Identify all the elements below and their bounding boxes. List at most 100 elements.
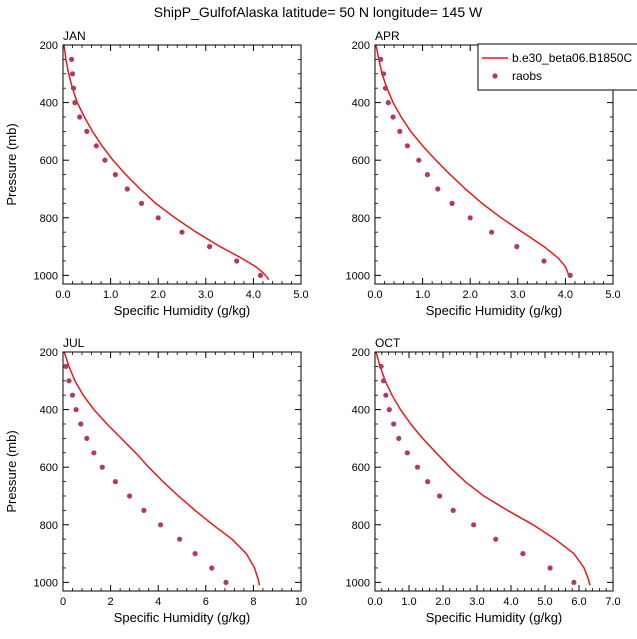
- y-tick-label: 1000: [34, 577, 58, 589]
- x-tick-label: 4: [155, 596, 161, 608]
- x-axis-label: Specific Humidity (g/kg): [114, 303, 251, 318]
- obs-point: [223, 579, 229, 586]
- x-tick-label: 2.0: [435, 596, 450, 608]
- x-axis-label: Specific Humidity (g/kg): [114, 610, 251, 625]
- obs-point: [158, 522, 164, 528]
- obs-point: [84, 128, 90, 134]
- obs-point: [72, 100, 78, 106]
- obs-point: [380, 378, 387, 384]
- y-tick-label: 400: [352, 405, 370, 417]
- x-tick-label: 1.0: [103, 289, 118, 301]
- obs-point: [471, 522, 477, 528]
- obs-point: [69, 56, 75, 63]
- x-tick-label: 8: [250, 596, 256, 608]
- legend-model-label: b.e30_beta06.B1850C: [512, 51, 632, 65]
- obs-point: [437, 493, 443, 499]
- obs-point: [69, 71, 76, 77]
- obs-point: [69, 392, 76, 398]
- x-tick-label: 0.0: [55, 289, 70, 301]
- legend-obs-label: raobs: [512, 69, 542, 83]
- model-line: [375, 352, 591, 586]
- x-tick-label: 2: [108, 596, 114, 608]
- obs-point: [257, 272, 264, 278]
- x-tick-label: 6.0: [571, 596, 586, 608]
- y-tick-label: 1000: [346, 270, 370, 282]
- obs-point: [112, 479, 118, 485]
- obs-point: [520, 551, 526, 557]
- obs-point: [571, 579, 577, 586]
- obs-point: [378, 56, 384, 63]
- plot-area: [375, 352, 591, 586]
- obs-point: [102, 157, 108, 163]
- panel-oct: OCT 0.0 1.0 2.0 3.0 4.0 5.0 6.0 7.0 200 400 600 800 1…: [346, 336, 621, 625]
- y-tick-label: 200: [40, 40, 58, 52]
- axes-frame: [62, 351, 302, 592]
- obs-point: [467, 215, 473, 221]
- y-tick-label: 1000: [34, 270, 58, 282]
- obs-point: [404, 450, 410, 456]
- obs-point: [489, 229, 495, 235]
- obs-point: [77, 114, 83, 120]
- y-tick-label: 800: [352, 213, 370, 225]
- obs-point: [396, 435, 402, 441]
- axes-frame: [62, 44, 302, 285]
- y-tick-label: 600: [40, 462, 58, 474]
- x-tick-label: 6: [203, 596, 209, 608]
- obs-point: [450, 507, 456, 513]
- obs-point: [93, 143, 99, 149]
- obs-point: [414, 464, 421, 470]
- obs-point: [124, 186, 130, 192]
- obs-point: [73, 407, 79, 413]
- x-tick-label: 4.0: [246, 289, 261, 301]
- x-tick-label: 0.0: [367, 596, 382, 608]
- obs-point: [514, 244, 520, 250]
- y-tick-label: 200: [352, 347, 370, 359]
- obs-point: [547, 565, 553, 571]
- obs-point: [385, 100, 391, 106]
- obs-point: [382, 85, 389, 91]
- x-tick-label: 4.0: [503, 596, 518, 608]
- plot-area: [375, 45, 573, 278]
- x-tick-label: 2.0: [151, 289, 166, 301]
- obs-point: [449, 200, 455, 206]
- obs-point: [207, 244, 213, 250]
- y-tick-label: 600: [352, 462, 370, 474]
- obs-point: [84, 435, 90, 441]
- panel-title: JAN: [63, 29, 86, 43]
- model-line: [63, 45, 270, 281]
- y-axis-label: Pressure (mb): [4, 123, 19, 205]
- y-tick-label: 200: [352, 40, 370, 52]
- x-tick-label: 0: [60, 596, 66, 608]
- y-tick-label: 400: [40, 98, 58, 110]
- obs-point: [155, 215, 161, 221]
- y-tick-label: 800: [352, 520, 370, 532]
- obs-point: [63, 363, 69, 369]
- x-tick-label: 3.0: [469, 596, 484, 608]
- x-tick-label: 10: [295, 596, 307, 608]
- x-tick-label: 7.0: [605, 596, 620, 608]
- obs-point: [541, 258, 547, 264]
- x-tick-label: 4.0: [558, 289, 573, 301]
- y-tick-label: 400: [40, 405, 58, 417]
- obs-point: [381, 71, 387, 77]
- x-tick-label: 3.0: [510, 289, 525, 301]
- obs-point: [91, 450, 97, 456]
- x-axis-label: Specific Humidity (g/kg): [426, 303, 563, 318]
- x-tick-label: 0.0: [367, 289, 382, 301]
- obs-point: [416, 157, 422, 163]
- x-axis-label: Specific Humidity (g/kg): [426, 610, 563, 625]
- x-tick-label: 3.0: [198, 289, 213, 301]
- x-tick-label: 2.0: [463, 289, 478, 301]
- obs-point: [424, 172, 430, 178]
- y-tick-label: 800: [40, 520, 58, 532]
- y-axis-label: Pressure (mb): [4, 430, 19, 512]
- panel-title: APR: [375, 29, 400, 43]
- x-tick-label: 1.0: [401, 596, 416, 608]
- obs-point: [435, 186, 441, 192]
- obs-point: [179, 229, 185, 235]
- legend-box: [477, 43, 637, 91]
- obs-point: [70, 85, 77, 91]
- x-tick-label: 5.0: [537, 596, 552, 608]
